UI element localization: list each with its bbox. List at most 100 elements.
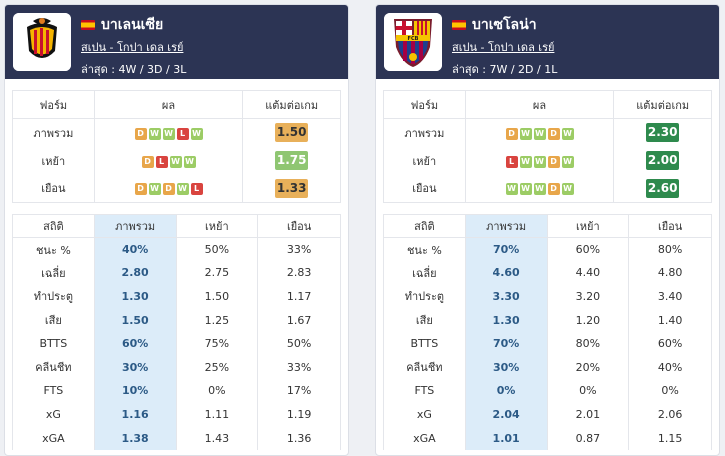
result-pill[interactable]: W [533,183,546,196]
stats-table: สถิติ ภาพรวม เหย้า เยือน ชนะ % 70% 60% 80% เ… [383,214,712,450]
stat-row: FTS 10% 0% 17% [12,379,341,403]
stat-row: xG 2.04 2.01 2.06 [383,402,712,427]
result-pill[interactable]: W [561,127,574,140]
result-pill[interactable]: W [183,155,196,168]
home-header[interactable]: เหย้า [175,214,259,238]
stat-home: 0% [175,379,259,403]
stat-home: 2.01 [546,402,630,427]
league-link[interactable]: สเปน - โกปา เดล เรย์ [452,41,555,54]
stat-away: 40% [628,355,712,380]
stat-home: 75% [175,331,259,356]
stat-label: เฉลี่ย [12,261,95,285]
stat-home: 25% [175,355,259,380]
stat-home: 0% [546,379,630,403]
form-row-label: เหย้า [383,146,466,175]
stat-row: ทำประตู 3.30 3.20 3.40 [383,284,712,309]
stat-away: 1.19 [257,402,341,427]
team-name[interactable]: บาเลนเซีย [101,17,164,33]
stat-row: ชนะ % 40% 50% 33% [12,237,341,262]
stat-home: 50% [175,237,259,262]
result-pill[interactable]: W [190,127,203,140]
home-header[interactable]: เหย้า [546,214,630,238]
ppg-cell: 1.50 [242,118,341,147]
barcelona-crest-icon[interactable]: FCB [384,13,442,71]
stat-label: เฉลี่ย [383,261,466,285]
stat-label: คลีนชีท [12,355,95,380]
form-row: เยือน D W D W L 1.33 [12,174,341,203]
stat-row: xG 1.16 1.11 1.19 [12,402,341,427]
ppg-cell: 2.00 [613,146,712,175]
stat-label: ชนะ % [12,237,95,262]
result-pill[interactable]: W [519,127,532,140]
result-pill[interactable]: W [533,127,546,140]
stat-home: 0.87 [546,426,630,450]
result-pill[interactable]: W [561,183,574,196]
stat-away: 1.15 [628,426,712,450]
recent-record: ล่าสุด : 7W / 2D / 1L [452,63,558,76]
overall-header[interactable]: ภาพรวม [464,214,548,238]
result-pill[interactable]: D [141,155,154,168]
stat-row: FTS 0% 0% 0% [383,379,712,403]
team-name[interactable]: บาเซโลน่า [472,17,537,33]
result-pill[interactable]: D [547,183,560,196]
result-pill[interactable]: L [176,127,189,140]
stats-table: สถิติ ภาพรวม เหย้า เยือน ชนะ % 40% 50% 33% เ… [12,214,341,450]
result-pill[interactable]: L [505,155,518,168]
result-pill[interactable]: D [134,127,147,140]
stat-overall: 60% [93,331,177,356]
result-pill[interactable]: D [162,183,175,196]
stat-overall: 10% [93,379,177,403]
result-pill[interactable]: W [169,155,182,168]
result-pill[interactable]: W [148,183,161,196]
form-header: ฟอร์ม [383,90,466,119]
result-pill[interactable]: W [561,155,574,168]
stat-label: xG [12,402,95,427]
result-pill[interactable]: D [505,127,518,140]
away-header[interactable]: เยือน [628,214,712,238]
result-pill[interactable]: W [505,183,518,196]
stat-overall: 1.30 [93,284,177,309]
stat-row: เฉลี่ย 4.60 4.40 4.80 [383,261,712,285]
valencia-crest-icon[interactable] [13,13,71,71]
result-pill[interactable]: W [162,127,175,140]
league-link[interactable]: สเปน - โกปา เดล เรย์ [81,41,184,54]
result-pill[interactable]: W [533,155,546,168]
stat-overall: 3.30 [464,284,548,309]
stat-row: BTTS 70% 80% 60% [383,331,712,356]
stat-label: xG [383,402,466,427]
result-pill[interactable]: D [547,155,560,168]
ppg-cell: 1.33 [242,174,341,203]
result-pill[interactable]: W [176,183,189,196]
stat-overall: 1.50 [93,308,177,332]
result-pill[interactable]: D [547,127,560,140]
team-card-barcelona: FCB บาเซโลน่า สเปน - โกปา เดล เรย์ ล่าสุ… [375,4,720,456]
away-header[interactable]: เยือน [257,214,341,238]
stat-row: xGA 1.38 1.43 1.36 [12,426,341,450]
stat-away: 2.06 [628,402,712,427]
team-header: บาเลนเซีย สเปน - โกปา เดล เรย์ ล่าสุด : … [5,5,348,79]
result-pill[interactable]: W [519,183,532,196]
result-pill[interactable]: W [148,127,161,140]
stat-away: 33% [257,237,341,262]
team-card-valencia: บาเลนเซีย สเปน - โกปา เดล เรย์ ล่าสุด : … [4,4,349,456]
stat-home: 2.75 [175,261,259,285]
stat-away: 60% [628,331,712,356]
stat-overall: 30% [464,355,548,380]
overall-header[interactable]: ภาพรวม [93,214,177,238]
stat-away: 1.67 [257,308,341,332]
stat-row: เสีย 1.30 1.20 1.40 [383,308,712,332]
form-row-label: ภาพรวม [12,118,95,147]
stat-label: คลีนชีท [383,355,466,380]
stat-label: ทำประตู [12,284,95,309]
stat-home: 3.20 [546,284,630,309]
result-pill[interactable]: W [519,155,532,168]
result-pill[interactable]: L [190,183,203,196]
stat-away: 80% [628,237,712,262]
result-pill[interactable]: L [155,155,168,168]
result-pill[interactable]: D [134,183,147,196]
